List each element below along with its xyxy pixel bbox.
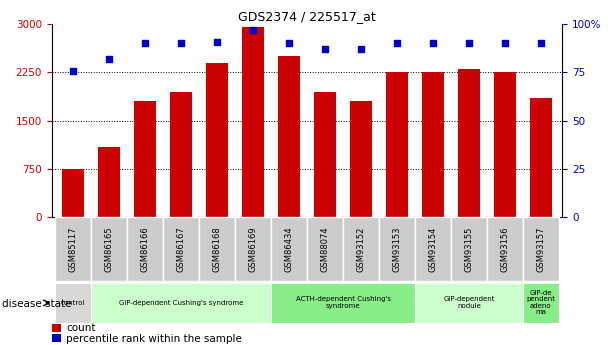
Bar xyxy=(530,98,551,217)
Bar xyxy=(163,217,199,281)
Bar xyxy=(415,217,451,281)
Bar xyxy=(55,283,91,323)
Bar xyxy=(523,217,559,281)
Text: count: count xyxy=(66,323,96,333)
Text: GIP-dependent
nodule: GIP-dependent nodule xyxy=(443,296,495,309)
Title: GDS2374 / 225517_at: GDS2374 / 225517_at xyxy=(238,10,376,23)
Point xyxy=(392,41,402,46)
Bar xyxy=(523,283,559,323)
Bar xyxy=(199,217,235,281)
Bar xyxy=(379,217,415,281)
Bar xyxy=(271,217,307,281)
Bar xyxy=(458,69,480,217)
Bar xyxy=(278,56,300,217)
Point xyxy=(320,47,330,52)
Bar xyxy=(170,92,192,217)
Text: GSM93157: GSM93157 xyxy=(536,227,545,272)
Text: GSM86166: GSM86166 xyxy=(140,226,150,272)
Point xyxy=(428,41,438,46)
Bar xyxy=(386,72,408,217)
Text: GSM86167: GSM86167 xyxy=(177,226,185,272)
Text: disease state: disease state xyxy=(2,299,71,308)
Text: GIP-de
pendent
adeno
ma: GIP-de pendent adeno ma xyxy=(527,290,555,315)
Text: GSM93152: GSM93152 xyxy=(356,227,365,272)
Bar xyxy=(415,283,523,323)
Point xyxy=(248,27,258,33)
Text: GSM86169: GSM86169 xyxy=(249,226,258,272)
Bar xyxy=(52,324,61,332)
Point xyxy=(176,41,186,46)
Bar xyxy=(91,283,271,323)
Text: ACTH-dependent Cushing's
syndrome: ACTH-dependent Cushing's syndrome xyxy=(295,296,390,309)
Text: control: control xyxy=(61,300,86,306)
Point xyxy=(464,41,474,46)
Bar xyxy=(63,169,84,217)
Bar xyxy=(314,92,336,217)
Bar xyxy=(235,217,271,281)
Bar xyxy=(243,27,264,217)
Point xyxy=(140,41,150,46)
Point xyxy=(536,41,546,46)
Text: GIP-dependent Cushing's syndrome: GIP-dependent Cushing's syndrome xyxy=(119,300,243,306)
Bar xyxy=(350,101,371,217)
Bar xyxy=(127,217,163,281)
Text: GSM93154: GSM93154 xyxy=(429,227,437,272)
Bar xyxy=(91,217,127,281)
Bar xyxy=(52,334,61,342)
Text: GSM86168: GSM86168 xyxy=(213,226,222,272)
Text: GSM86165: GSM86165 xyxy=(105,226,114,272)
Bar xyxy=(451,217,487,281)
Point xyxy=(68,68,78,73)
Bar xyxy=(494,72,516,217)
Point xyxy=(105,56,114,62)
Point xyxy=(212,39,222,44)
Bar xyxy=(343,217,379,281)
Text: GSM88074: GSM88074 xyxy=(320,226,330,272)
Point xyxy=(284,41,294,46)
Bar xyxy=(487,217,523,281)
Text: GSM93155: GSM93155 xyxy=(465,227,474,272)
Text: percentile rank within the sample: percentile rank within the sample xyxy=(66,334,242,344)
Text: GSM93153: GSM93153 xyxy=(392,227,401,272)
Point xyxy=(500,41,510,46)
Text: GSM85117: GSM85117 xyxy=(69,227,78,272)
Bar xyxy=(134,101,156,217)
Bar xyxy=(422,72,444,217)
Text: GSM93156: GSM93156 xyxy=(500,227,510,272)
Bar xyxy=(55,217,91,281)
Bar xyxy=(271,283,415,323)
Text: GSM86434: GSM86434 xyxy=(285,226,294,272)
Bar xyxy=(98,147,120,217)
Point xyxy=(356,47,366,52)
Bar xyxy=(307,217,343,281)
Bar xyxy=(206,63,228,217)
